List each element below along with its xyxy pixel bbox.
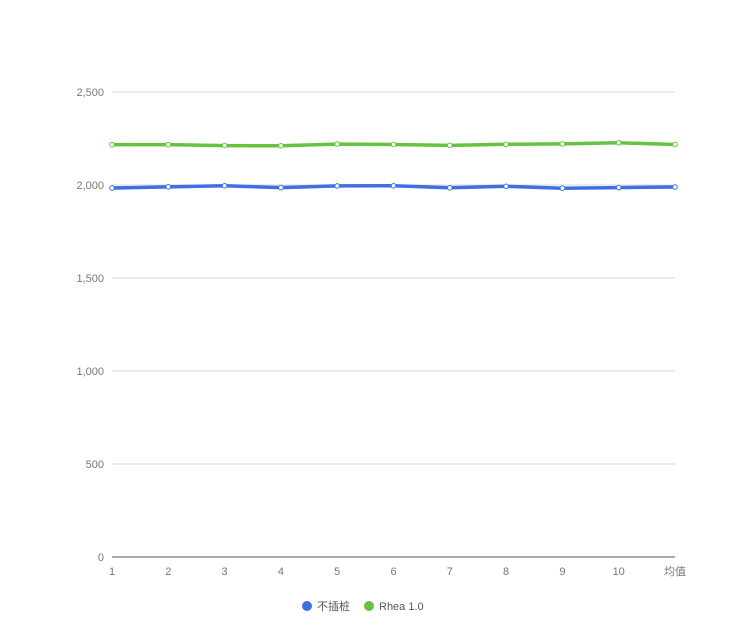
x-axis-tick-labels: 1 2 3 4 5 6 7 8 9 10 均值 — [109, 565, 686, 578]
legend-swatch — [302, 601, 312, 611]
x-tick-label: 3 — [222, 566, 228, 578]
x-tick-label: 1 — [109, 566, 115, 578]
y-tick-label: 500 — [86, 459, 104, 471]
data-point — [165, 184, 172, 190]
data-point — [390, 182, 397, 189]
data-point — [334, 141, 341, 147]
x-tick-label: 6 — [390, 566, 396, 578]
y-tick-label: 0 — [98, 552, 104, 564]
series-0 — [109, 182, 678, 191]
data-point — [447, 184, 453, 191]
x-tick-label: 8 — [503, 566, 509, 578]
legend-label: 不插桩 — [317, 599, 350, 613]
data-point — [672, 184, 678, 190]
legend-label: Rhea 1.0 — [379, 601, 424, 613]
data-point — [559, 141, 566, 147]
grid-lines — [112, 91, 675, 465]
x-tick-label: 5 — [334, 566, 340, 578]
data-point — [672, 141, 678, 148]
legend[interactable]: 不插桩 Rhea 1.0 — [302, 599, 424, 613]
series-1 — [109, 139, 678, 149]
x-tick-label: 4 — [278, 566, 284, 578]
data-point — [221, 182, 228, 189]
legend-swatch — [364, 601, 374, 611]
data-point — [278, 184, 284, 191]
series-lines — [109, 139, 678, 191]
data-point — [559, 185, 566, 191]
data-point — [615, 139, 622, 146]
data-point — [109, 141, 115, 148]
x-tick-label: 7 — [447, 566, 453, 578]
y-tick-label: 1,500 — [76, 273, 104, 285]
data-point — [165, 141, 172, 148]
data-point — [503, 183, 509, 190]
x-tick-label: 9 — [559, 566, 565, 578]
data-point — [615, 184, 622, 191]
data-point — [221, 142, 228, 149]
y-tick-label: 2,000 — [76, 180, 104, 192]
data-point — [447, 142, 453, 149]
y-tick-label: 2,500 — [76, 87, 104, 99]
legend-item[interactable]: Rhea 1.0 — [364, 601, 424, 613]
legend-item[interactable]: 不插桩 — [302, 599, 350, 613]
x-tick-label: 2 — [165, 566, 171, 578]
data-point — [278, 142, 284, 149]
data-point — [390, 141, 397, 148]
y-axis-tick-labels: 0 500 1,000 1,500 2,000 2,500 — [76, 87, 104, 564]
x-tick-label: 10 — [613, 566, 625, 578]
y-tick-label: 1,000 — [76, 366, 104, 378]
x-tick-label: 均值 — [664, 565, 686, 578]
data-point — [503, 141, 509, 148]
data-point — [334, 183, 341, 189]
data-point — [109, 185, 115, 191]
